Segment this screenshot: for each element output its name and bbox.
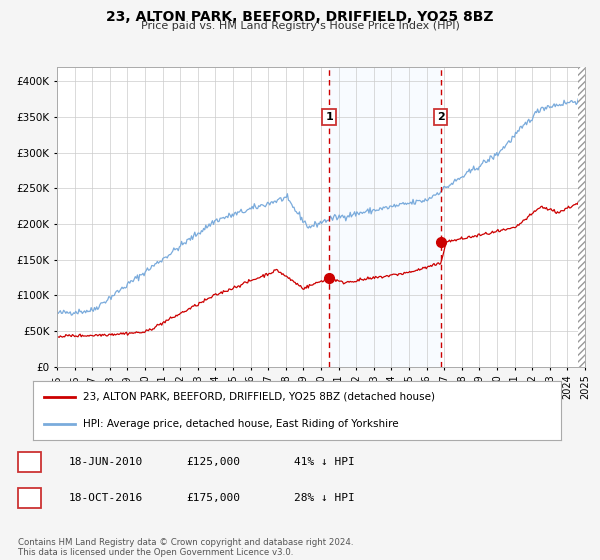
Bar: [578, 67, 587, 367]
Text: 18-JUN-2010: 18-JUN-2010: [69, 457, 143, 467]
Text: Price paid vs. HM Land Registry's House Price Index (HPI): Price paid vs. HM Land Registry's House …: [140, 21, 460, 31]
Text: 2: 2: [26, 493, 33, 503]
Text: £125,000: £125,000: [186, 457, 240, 467]
Text: This data is licensed under the Open Government Licence v3.0.: This data is licensed under the Open Gov…: [18, 548, 293, 557]
Text: HPI: Average price, detached house, East Riding of Yorkshire: HPI: Average price, detached house, East…: [83, 419, 399, 429]
Text: 18-OCT-2016: 18-OCT-2016: [69, 493, 143, 503]
Text: 2: 2: [437, 112, 445, 122]
Text: 28% ↓ HPI: 28% ↓ HPI: [294, 493, 355, 503]
Text: Contains HM Land Registry data © Crown copyright and database right 2024.: Contains HM Land Registry data © Crown c…: [18, 538, 353, 547]
Text: £175,000: £175,000: [186, 493, 240, 503]
Text: 1: 1: [325, 112, 333, 122]
Text: 1: 1: [26, 457, 33, 467]
Text: 23, ALTON PARK, BEEFORD, DRIFFIELD, YO25 8BZ (detached house): 23, ALTON PARK, BEEFORD, DRIFFIELD, YO25…: [83, 391, 435, 402]
Bar: [329, 67, 440, 367]
Text: 41% ↓ HPI: 41% ↓ HPI: [294, 457, 355, 467]
Text: 23, ALTON PARK, BEEFORD, DRIFFIELD, YO25 8BZ: 23, ALTON PARK, BEEFORD, DRIFFIELD, YO25…: [106, 10, 494, 24]
